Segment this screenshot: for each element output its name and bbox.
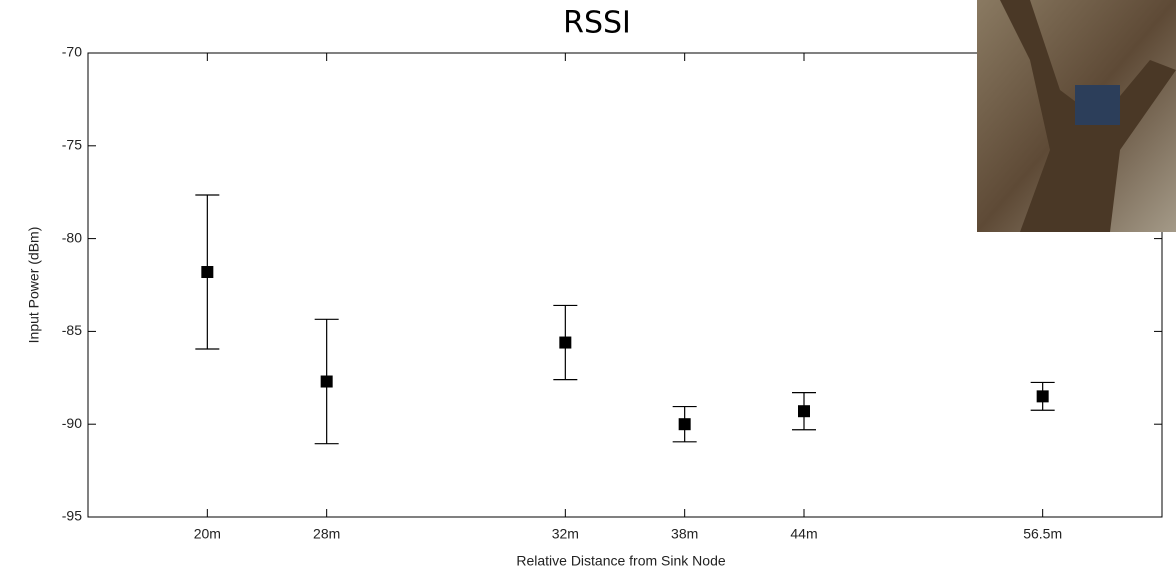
x-tick-label: 28m [313,526,340,542]
marker [1036,390,1049,403]
photo [977,0,1176,232]
x-tick-label: 56.5m [1023,526,1062,542]
x-tick-label: 32m [552,526,579,542]
y-tick-label: -70 [62,44,82,60]
x-axis-label: Relative Distance from Sink Node [516,553,726,569]
y-axis-label: Input Power (dBm) [26,227,42,344]
y-tick-label: -75 [62,137,82,153]
marker [201,266,214,279]
plot-frame [87,52,1163,518]
y-tick-label: -90 [62,415,82,431]
y-tick-label: -80 [62,229,82,245]
x-tick-label: 20m [194,526,221,542]
marker [798,405,810,418]
x-tick-label: 44m [790,526,817,542]
marker [678,418,691,431]
y-tick-label: -95 [62,508,82,524]
chart-title: RSSI [563,6,631,41]
marker [320,375,333,388]
marker [559,336,572,349]
x-tick-label: 38m [671,526,698,542]
y-tick-label: -85 [62,322,82,338]
